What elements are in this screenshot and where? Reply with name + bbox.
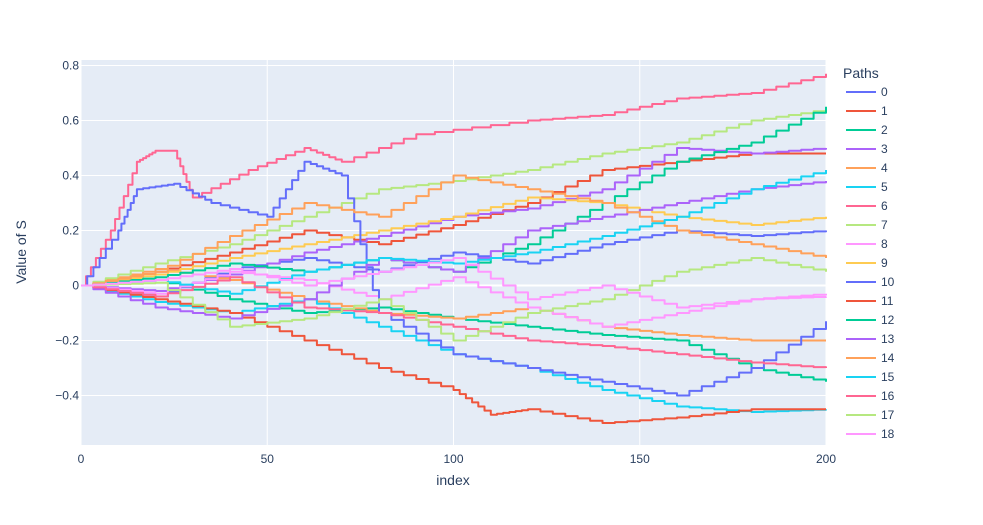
x-tick-label: 100	[443, 452, 463, 466]
legend-entry-label[interactable]: 1	[881, 104, 888, 118]
legend-entry-label[interactable]: 2	[881, 123, 888, 137]
series-lines	[81, 73, 827, 424]
y-tick-label: 0.2	[62, 224, 79, 238]
legend-entry-label[interactable]: 18	[881, 427, 895, 441]
legend-entry-label[interactable]: 15	[881, 370, 895, 384]
series-line-17	[81, 257, 827, 342]
legend-entry-label[interactable]: 4	[881, 161, 888, 175]
series-line-8	[81, 270, 827, 328]
series-line-11	[81, 284, 826, 424]
y-axis-title: Value of S	[13, 220, 29, 284]
legend-entry-label[interactable]: 8	[881, 237, 888, 251]
y-axis-ticks: −0.4 −0.2 0 0.2 0.4 0.6 0.8	[55, 59, 79, 403]
y-tick-label: 0.8	[62, 59, 79, 73]
legend-entry-label[interactable]: 6	[881, 199, 888, 213]
y-tick-label: −0.2	[55, 334, 79, 348]
legend-entry-label[interactable]: 11	[881, 294, 894, 308]
x-tick-label: 50	[261, 452, 275, 466]
y-tick-label: −0.4	[55, 389, 79, 403]
y-tick-label: 0.4	[62, 169, 79, 183]
legend-entry-label[interactable]: 14	[881, 351, 895, 365]
series-line-15	[81, 170, 827, 295]
y-tick-label: 0.6	[62, 114, 79, 128]
legend-entry-label[interactable]: 9	[881, 256, 888, 270]
series-line-14	[81, 174, 827, 287]
series-line-13	[81, 181, 827, 320]
series-line-18	[81, 257, 827, 309]
x-tick-label: 200	[816, 452, 836, 466]
y-tick-label: 0	[72, 279, 79, 293]
x-axis-title: index	[436, 472, 469, 488]
series-line-9	[81, 196, 827, 287]
series-line-16	[81, 276, 827, 369]
legend-entry-label[interactable]: 16	[881, 389, 895, 403]
legend-entry-label[interactable]: 12	[881, 313, 895, 327]
x-tick-label: 150	[630, 452, 650, 466]
legend-entry-label[interactable]: 7	[881, 218, 888, 232]
series-line-6	[81, 73, 827, 287]
legend-entry-label[interactable]: 13	[881, 332, 895, 346]
legend-entry-label[interactable]: 3	[881, 142, 888, 156]
legend-title: Paths	[843, 65, 879, 81]
legend-entry-label[interactable]: 17	[881, 408, 895, 422]
legend-entry-label[interactable]: 10	[881, 275, 895, 289]
x-axis-ticks: 0 50 100 150 200	[78, 452, 837, 466]
legend-entry-label[interactable]: 5	[881, 180, 888, 194]
legend-entry-label[interactable]: 0	[881, 85, 888, 99]
series-line-10	[81, 160, 827, 397]
x-tick-label: 0	[78, 452, 85, 466]
